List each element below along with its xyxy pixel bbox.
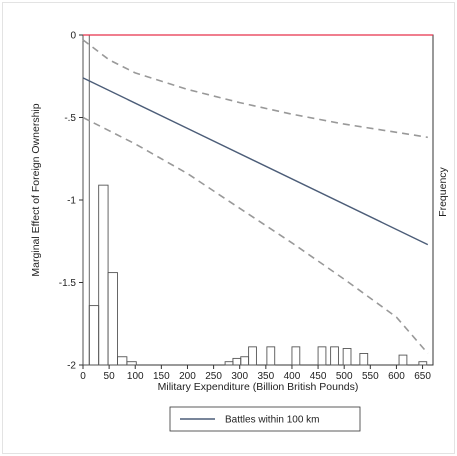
x-tick-label: 300 [231,371,248,382]
x-tick-label: 450 [310,371,327,382]
histogram-bar [291,346,301,366]
histogram-bar [232,357,242,366]
x-tick-label: 50 [104,371,116,382]
y-tick-label: -2 [67,361,76,372]
estimate-line [82,77,429,246]
histogram-bar [126,361,137,366]
histogram-bar [107,272,118,366]
x-tick-label: 650 [414,371,431,382]
x-tick-label: 600 [388,371,405,382]
chart: 0 50 100 150 200 250 300 350 400 450 500 550 600 650 … [30,31,449,432]
legend: Battles within 100 km [169,406,361,432]
y-tick-label: -1 [67,196,76,207]
x-axis: 0 50 100 150 200 250 300 350 400 450 500 550 600 650 [80,365,431,382]
histogram-bar [248,346,257,366]
x-tick-label: 550 [362,371,379,382]
x-tick-label: 350 [257,371,274,382]
series-layer [82,39,429,354]
x-tick-label: 400 [284,371,301,382]
x-tick-label: 500 [336,371,353,382]
histogram-bar [82,34,90,366]
histogram-bar [266,346,276,366]
histogram-bar [398,354,408,366]
x-tick-label: 0 [80,371,86,382]
x-tick-label: 150 [153,371,170,382]
histogram-bar [88,305,100,366]
plot-frame [82,34,434,366]
histogram-bar [359,353,369,366]
secondary-y-axis-label: Frequency [437,166,449,216]
histogram-bar [98,184,109,366]
histogram-layer [82,34,428,366]
x-tick-label: 250 [205,371,222,382]
x-tick-label: 200 [179,371,196,382]
y-tick-label: -1.5 [59,278,77,289]
histogram-bar [342,348,352,366]
y-tick-label: 0 [70,31,76,42]
histogram-bar [317,346,327,366]
histogram-bar [330,346,339,366]
y-tick-label: -.5 [64,113,76,124]
confidence-bound-line [82,116,429,354]
histogram-bar [117,356,128,366]
x-tick-label: 100 [127,371,144,382]
confidence-bound-line [82,39,428,139]
plot-area [82,34,434,366]
y-axis: 0 -.5 -1 -1.5 -2 [59,31,83,372]
y-axis-label: Marginal Effect of Foreign Ownership [30,103,42,276]
histogram-bar [240,356,250,366]
legend-label: Battles within 100 km [225,415,320,426]
x-axis-label: Military Expenditure (Billion British Po… [158,381,359,393]
